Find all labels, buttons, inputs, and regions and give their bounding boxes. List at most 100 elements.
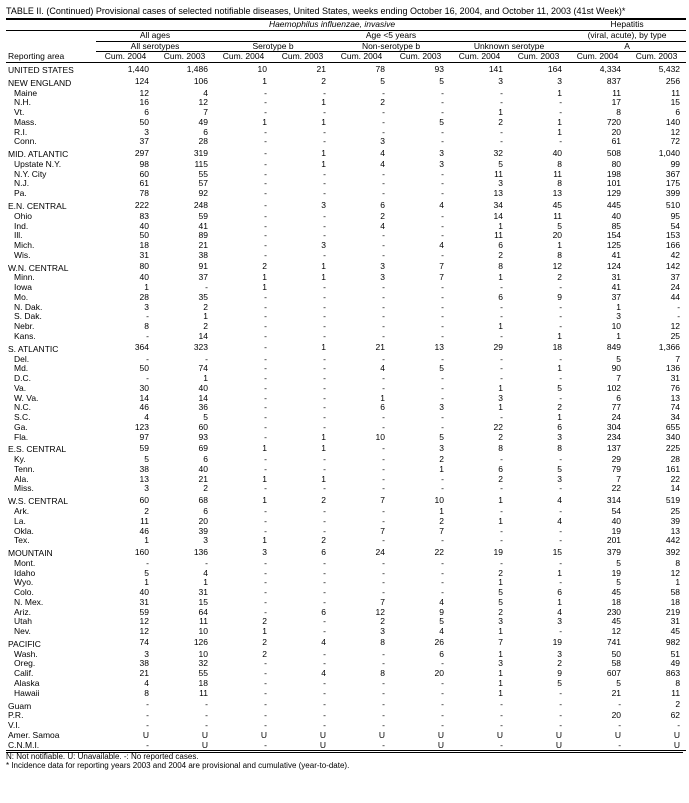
value-cell: - — [391, 251, 450, 261]
area-cell: Pa. — [6, 189, 96, 199]
table-row: Amer. SamoaUUUUUUUUUU — [6, 731, 686, 741]
table-row: Nev.12101-341-1245 — [6, 627, 686, 637]
value-cell: 3 — [509, 76, 568, 89]
table-row: Ga.12360----226304655 — [6, 423, 686, 433]
value-cell: 10 — [214, 63, 273, 76]
hdr-haemophilus: Haemophilus influenzae, invasive — [96, 19, 568, 30]
value-cell: - — [332, 689, 391, 699]
table-header: Haemophilus influenzae, invasive Hepatit… — [6, 19, 686, 63]
table-row: N. Dak.32------1- — [6, 303, 686, 313]
value-cell: 1,440 — [96, 63, 155, 76]
area-cell: Conn. — [6, 137, 96, 147]
value-cell: 10 — [155, 627, 214, 637]
value-cell: - — [509, 627, 568, 637]
table-row: Mo.2835----693744 — [6, 293, 686, 303]
value-cell: 2 — [214, 637, 273, 650]
value-cell: - — [273, 189, 332, 199]
area-cell: Nev. — [6, 627, 96, 637]
hdr-unk: Unknown serotype — [450, 41, 568, 52]
value-cell: 1,366 — [627, 342, 686, 355]
value-cell: 21 — [568, 689, 627, 699]
value-cell: 3 — [509, 433, 568, 443]
table-row: C.N.M.I.-U-U-U-U-U — [6, 741, 686, 751]
value-cell: - — [450, 332, 509, 342]
value-cell: U — [155, 741, 214, 751]
value-cell: U — [273, 741, 332, 751]
value-cell: 12 — [568, 627, 627, 637]
value-cell: - — [332, 536, 391, 546]
hdr-sero-b: Serotype b — [214, 41, 332, 52]
value-cell: - — [391, 689, 450, 699]
value-cell: 8 — [332, 637, 391, 650]
area-cell: UNITED STATES — [6, 63, 96, 76]
value-cell: 37 — [96, 137, 155, 147]
table-row: S.C.45-----12434 — [6, 413, 686, 423]
table-row: Fla.9793-110523234340 — [6, 433, 686, 443]
value-cell: 3 — [273, 199, 332, 212]
value-cell: 1 — [568, 332, 627, 342]
table-row: Del.--------57 — [6, 355, 686, 365]
value-cell: 8 — [96, 689, 155, 699]
value-cell: 837 — [568, 76, 627, 89]
value-cell: 442 — [627, 536, 686, 546]
table-row: Mass.504911-521720140 — [6, 118, 686, 128]
value-cell: 5 — [332, 76, 391, 89]
area-cell: Fla. — [6, 433, 96, 443]
hdr-all-ages: All ages — [96, 30, 214, 41]
data-table: Haemophilus influenzae, invasive Hepatit… — [6, 18, 686, 751]
value-cell: - — [332, 251, 391, 261]
table-row: Colo.4031----564558 — [6, 588, 686, 598]
value-cell: 5,432 — [627, 63, 686, 76]
value-cell: 6 — [332, 199, 391, 212]
col-cum04-2: Cum. 2004 — [214, 52, 273, 63]
value-cell: U — [627, 741, 686, 751]
value-cell: - — [391, 332, 450, 342]
area-cell: PACIFIC — [6, 637, 96, 650]
value-cell: 8 — [509, 251, 568, 261]
value-cell: - — [214, 433, 273, 443]
value-cell: 18 — [509, 342, 568, 355]
value-cell: - — [273, 137, 332, 147]
value-cell: 97 — [96, 433, 155, 443]
area-cell: NEW ENGLAND — [6, 76, 96, 89]
table-row: S. Dak.-1------3- — [6, 312, 686, 322]
value-cell: 25 — [627, 332, 686, 342]
value-cell: 24 — [332, 546, 391, 559]
area-cell: MOUNTAIN — [6, 546, 96, 559]
table-row: MOUNTAIN1601363624221915379392 — [6, 546, 686, 559]
table-row: Wis.3138----284142 — [6, 251, 686, 261]
table-row: Miss.32------2214 — [6, 484, 686, 494]
value-cell: - — [509, 484, 568, 494]
table-row: Va.3040----1510276 — [6, 384, 686, 394]
table-row: Tex.1312----201442 — [6, 536, 686, 546]
value-cell: 136 — [155, 546, 214, 559]
table-row: Conn.3728--3---6172 — [6, 137, 686, 147]
hdr-hep-a: A — [568, 41, 686, 52]
value-cell: 1 — [509, 332, 568, 342]
table-row: N.C.4636--63127774 — [6, 403, 686, 413]
col-cum04-1: Cum. 2004 — [96, 52, 155, 63]
table-row: Pa.7892----1313129399 — [6, 189, 686, 199]
value-cell: 1 — [96, 536, 155, 546]
area-cell: Miss. — [6, 484, 96, 494]
value-cell: 849 — [568, 342, 627, 355]
value-cell: 323 — [155, 342, 214, 355]
table-row: Vt.67----1-86 — [6, 108, 686, 118]
col-cum03-4: Cum. 2003 — [509, 52, 568, 63]
value-cell: 19 — [509, 637, 568, 650]
table-row: N.H.1612-12---1715 — [6, 98, 686, 108]
value-cell: - — [273, 251, 332, 261]
value-cell: 141 — [450, 63, 509, 76]
value-cell: 1,486 — [155, 63, 214, 76]
value-cell: - — [568, 741, 627, 751]
value-cell: 234 — [568, 433, 627, 443]
value-cell: - — [273, 689, 332, 699]
value-cell: - — [273, 332, 332, 342]
table-row: MID. ATLANTIC297319-14332405081,040 — [6, 147, 686, 160]
value-cell: 2 — [450, 251, 509, 261]
table-row: E.N. CENTRAL222248-3643445445510 — [6, 199, 686, 212]
table-row: N.J.6157----38101175 — [6, 179, 686, 189]
value-cell: 11 — [627, 689, 686, 699]
table-row: Ohio8359--2-14114095 — [6, 212, 686, 222]
table-row: Oreg.3832----325849 — [6, 659, 686, 669]
